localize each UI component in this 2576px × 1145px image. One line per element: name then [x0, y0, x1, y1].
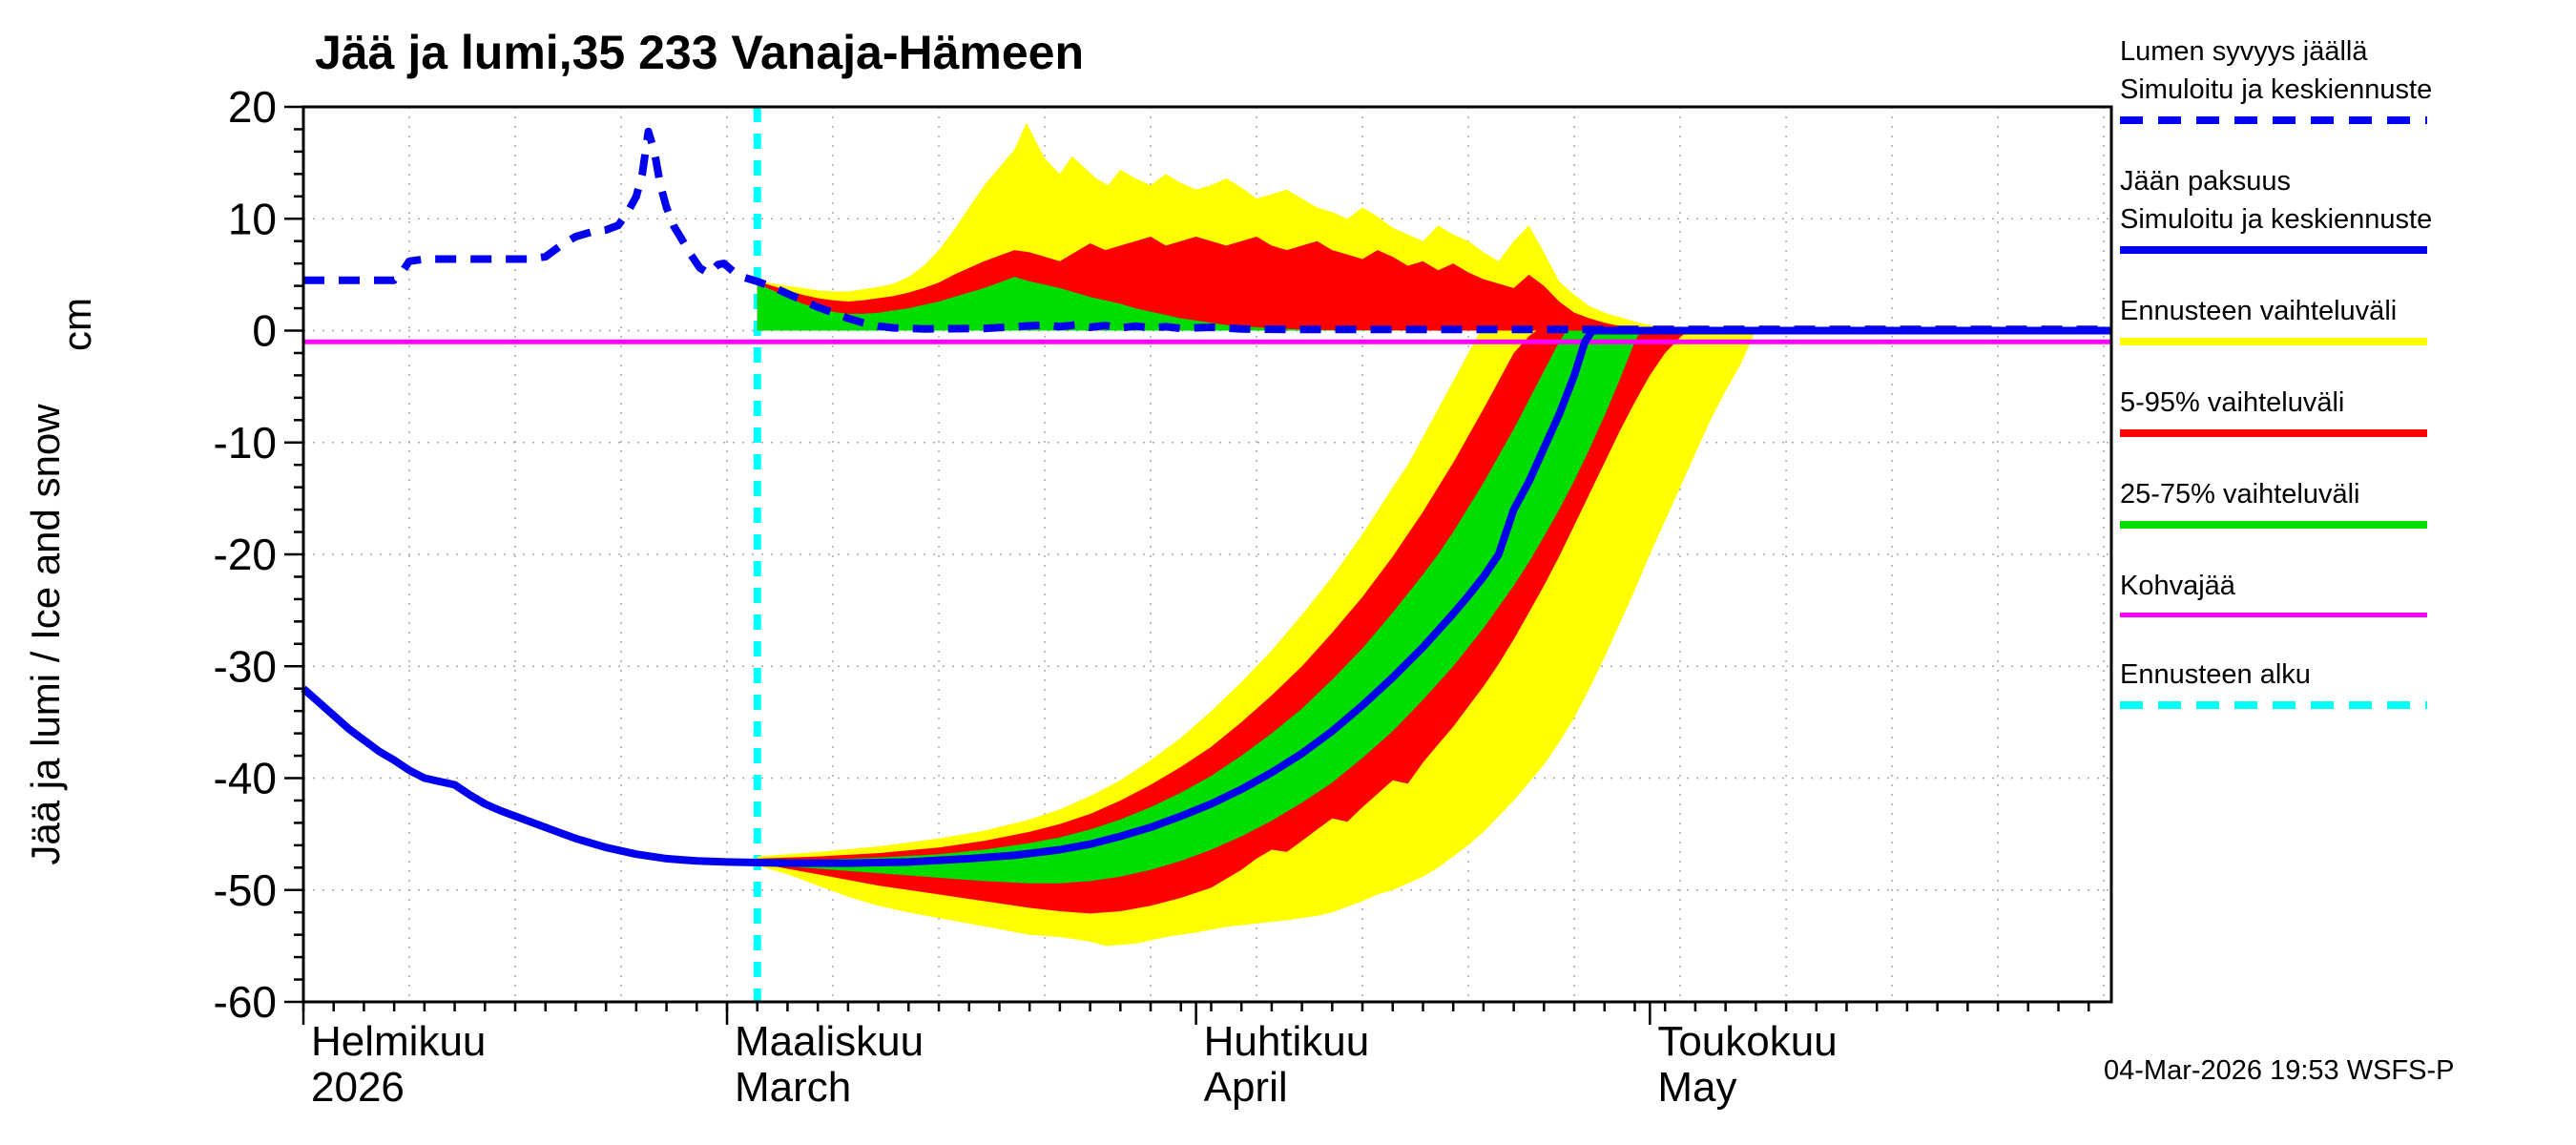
month-label-line2: April — [1204, 1064, 1288, 1111]
series-snow-depth-median — [303, 127, 2111, 334]
legend-entry-label: Ennusteen vaihteluväli — [2120, 296, 2398, 326]
legend-entry-label: 25-75% vaihteluväli — [2120, 479, 2360, 510]
legend-entry: Ennusteen alku — [2120, 656, 2568, 709]
legend-entry-label: 5-95% vaihteluväli — [2120, 387, 2345, 418]
y-tick-label: -50 — [214, 865, 277, 915]
legend-entry: 5-95% vaihteluväli — [2120, 384, 2568, 437]
legend-entry-label: Simuloitu ja keskiennuste — [2120, 74, 2433, 105]
month-label-line1: Helmikuu — [311, 1018, 486, 1065]
legend-swatch — [2120, 116, 2427, 124]
y-tick-label: -20 — [214, 530, 277, 579]
y-tick-label: 10 — [228, 194, 277, 243]
legend-entry-label: Kohvajää — [2120, 571, 2235, 601]
legend-swatch — [2120, 338, 2427, 345]
y-tick-label: -40 — [214, 754, 277, 803]
series-ice-thickness-median — [301, 326, 2111, 867]
month-label-line2: May — [1657, 1064, 1736, 1111]
legend-entry: Kohvajää — [2120, 567, 2568, 617]
legend-swatch — [2120, 613, 2427, 617]
chart-title: Jää ja lumi,35 233 Vanaja-Hämeen — [315, 26, 1085, 79]
legend-swatch — [2120, 246, 2427, 254]
legend-entry-label: Jään paksuus — [2120, 166, 2291, 197]
y-tick-label: 0 — [252, 306, 277, 356]
y-tick-label: -10 — [214, 418, 277, 468]
legend-entry-label: Simuloitu ja keskiennuste — [2120, 204, 2433, 235]
legend-entry: 25-75% vaihteluväli — [2120, 475, 2568, 529]
legend-entry: Ennusteen vaihteluväli — [2120, 292, 2568, 345]
legend-entry-label: Ennusteen alku — [2120, 659, 2311, 690]
legend-swatch — [2120, 521, 2427, 529]
month-label-line1: Huhtikuu — [1204, 1018, 1370, 1065]
y-axis-unit-label: cm — [54, 298, 99, 351]
month-label-line1: Maaliskuu — [735, 1018, 924, 1065]
legend: Lumen syvyys jäällä Simuloitu ja keskienn… — [2120, 32, 2568, 747]
month-label-line2: 2026 — [311, 1064, 405, 1111]
legend-swatch — [2120, 429, 2427, 437]
band-ice-range-25-75 — [757, 330, 1641, 884]
legend-entry-label: Lumen syvyys jäällä — [2120, 36, 2368, 67]
y-axis-label: Jää ja lumi / Ice and snow — [23, 404, 68, 865]
month-label-line2: March — [735, 1064, 851, 1111]
y-tick-label: -60 — [214, 977, 277, 1027]
band-ice-range-5-95 — [757, 330, 1688, 914]
band-snow-range-25-75 — [757, 277, 1635, 331]
y-tick-label: -30 — [214, 641, 277, 691]
legend-swatch — [2120, 701, 2427, 709]
y-tick-label: 20 — [228, 82, 277, 132]
timestamp: 04-Mar-2026 19:53 WSFS-P — [2104, 1055, 2455, 1086]
month-label-line1: Toukokuu — [1657, 1018, 1837, 1065]
legend-entry: Lumen syvyys jäällä Simuloitu ja keskienn… — [2120, 32, 2568, 124]
legend-entry: Jään paksuus Simuloitu ja keskiennuste — [2120, 162, 2568, 254]
